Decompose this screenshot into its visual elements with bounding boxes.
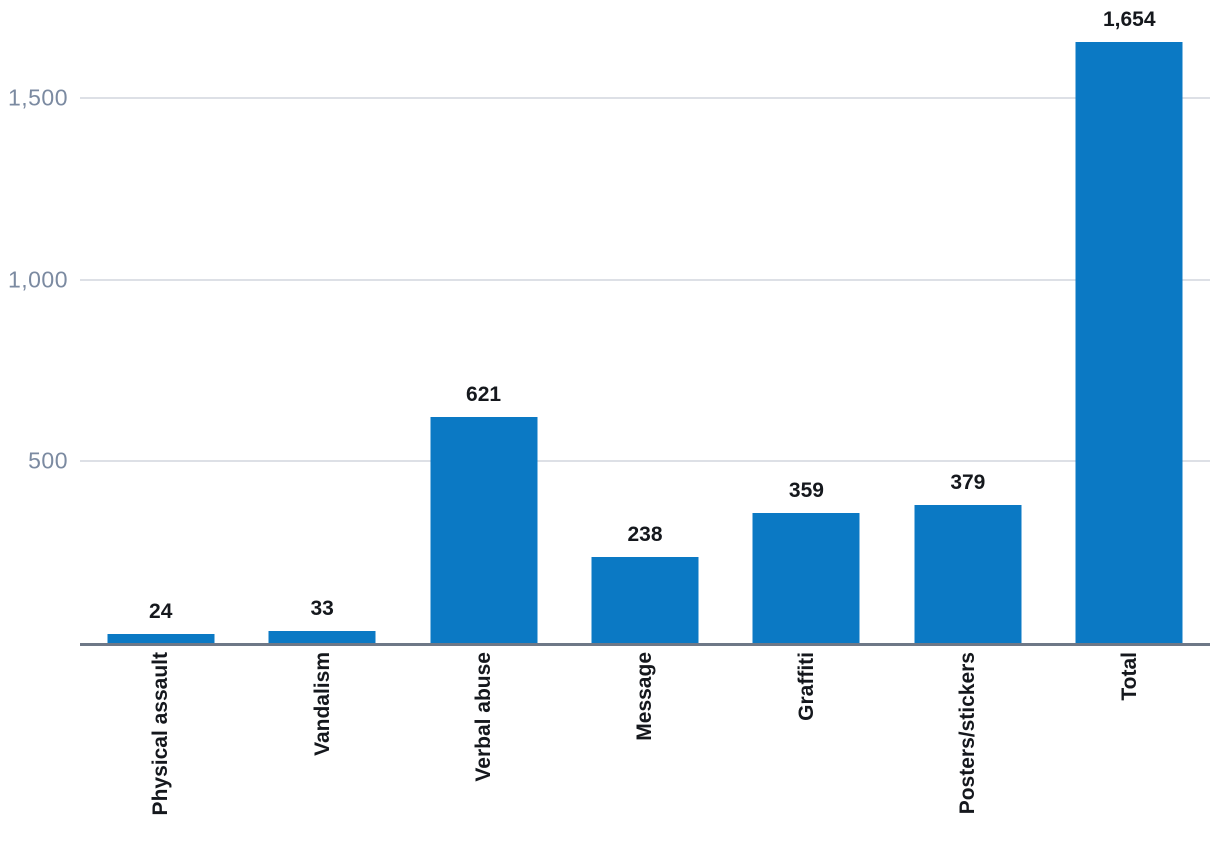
bar-value-label: 24 [149,600,173,623]
x-axis-label: Message [633,652,657,741]
bar [914,505,1022,643]
bar [1075,42,1183,643]
x-axis-label: Posters/stickers [956,652,980,815]
x-axis-label: Vandalism [310,652,334,756]
bar-column: 24 [80,0,241,643]
bar-value-label: 33 [310,597,334,620]
bar-column: 621 [403,0,564,643]
bar-value-label: 1,654 [1102,8,1156,31]
x-axis-label: Total [1117,652,1141,701]
bar [591,557,699,643]
x-axis-labels: Physical assault Vandalism Verbal abuse Mes… [80,652,1210,856]
x-axis-label-column: Graffiti [726,652,887,856]
bar [107,634,215,643]
bar-column: 379 [887,0,1048,643]
x-axis-label-column: Message [564,652,725,856]
x-axis-label: Verbal abuse [472,652,495,782]
gridline [80,460,1210,463]
gridline [80,97,1210,100]
x-axis-label: Graffiti [794,652,818,721]
x-axis-label-column: Verbal abuse [403,652,564,856]
bar-column: 33 [241,0,402,643]
bar-value-label: 621 [466,383,502,406]
plot-area: 24 33 621 238 359 379 1,654 [80,0,1210,643]
x-axis-label-column: Posters/stickers [887,652,1048,856]
bar-column: 1,654 [1049,0,1210,643]
bar-value-label: 359 [788,479,824,502]
bar-value-label: 379 [950,471,986,494]
x-axis-label-column: Physical assault [80,652,241,856]
y-axis-tick-label: 1,000 [7,266,68,293]
x-axis-line [80,643,1210,646]
bar [752,513,860,643]
y-axis-tick-label: 500 [28,447,68,474]
y-axis-tick-label: 1,500 [7,84,68,111]
bar-column: 238 [564,0,725,643]
x-axis-label: Physical assault [149,652,173,816]
bar-column: 359 [726,0,887,643]
bar [268,631,376,643]
bar-value-label: 238 [627,523,663,546]
gridline [80,278,1210,281]
x-axis-label-column: Total [1049,652,1210,856]
x-axis-label-column: Vandalism [241,652,402,856]
bar [430,417,538,643]
